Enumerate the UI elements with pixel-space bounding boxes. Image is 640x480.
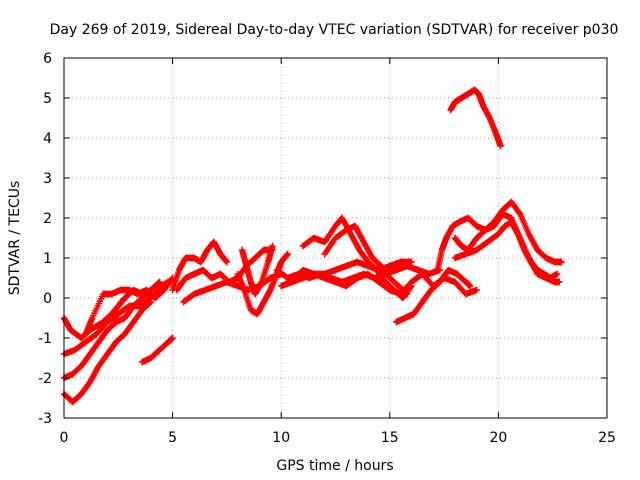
series-track-j [234,250,291,318]
x-axis-label: GPS time / hours [276,458,393,474]
data-point [284,250,291,258]
series-track-q [393,266,474,326]
y-axis-label: SDTVAR / TECUs [7,181,23,296]
data-point [403,290,411,298]
x-tick-label: 5 [168,430,177,446]
data-point [147,298,155,306]
y-tick-label: -3 [38,411,52,427]
y-tick-label: 2 [43,211,52,227]
data-point [407,284,414,291]
data-point [497,142,504,150]
data-point [169,334,176,342]
data-points [60,86,565,406]
series-track-g [169,238,231,294]
y-tick-label: 3 [43,171,52,187]
series-track-s [451,198,565,266]
series-track-u [447,86,504,150]
series-track-t [451,218,561,282]
data-point [223,258,231,266]
y-tick-label: 5 [43,91,52,107]
series-track-f [82,274,176,338]
series-track-k [238,242,276,298]
x-tick-label: 0 [60,430,69,446]
data-point [556,278,563,286]
series-track-p [321,222,411,298]
y-tick-label: -1 [38,331,52,347]
series-track-o [299,214,415,302]
series-track-e [138,334,176,366]
data-point [156,278,163,286]
data-point [408,258,415,266]
series-track-d [60,298,155,406]
data-point [553,270,561,278]
axis-ticks: 0 5 10 15 20 25 -3 -2 -1 0 1 2 3 4 5 6 [38,51,616,446]
data-point [466,282,474,290]
y-tick-label: 4 [43,131,52,147]
plot-frame [63,57,608,419]
y-tick-label: -2 [38,371,52,387]
data-point [269,242,276,250]
series-track-n [288,266,480,298]
x-tick-label: 25 [598,430,616,446]
y-tick-label: 1 [43,251,52,267]
data-point [558,258,565,266]
data-point [473,286,480,294]
y-tick-label: 6 [43,51,52,67]
y-tick-label: 0 [43,291,52,307]
x-tick-label: 15 [381,430,399,446]
chart-title: Day 269 of 2019, Sidereal Day-to-day VTE… [50,22,619,38]
x-tick-label: 20 [489,430,507,446]
data-point [408,282,415,290]
grid-lines [64,58,607,418]
x-tick-label: 10 [272,430,290,446]
